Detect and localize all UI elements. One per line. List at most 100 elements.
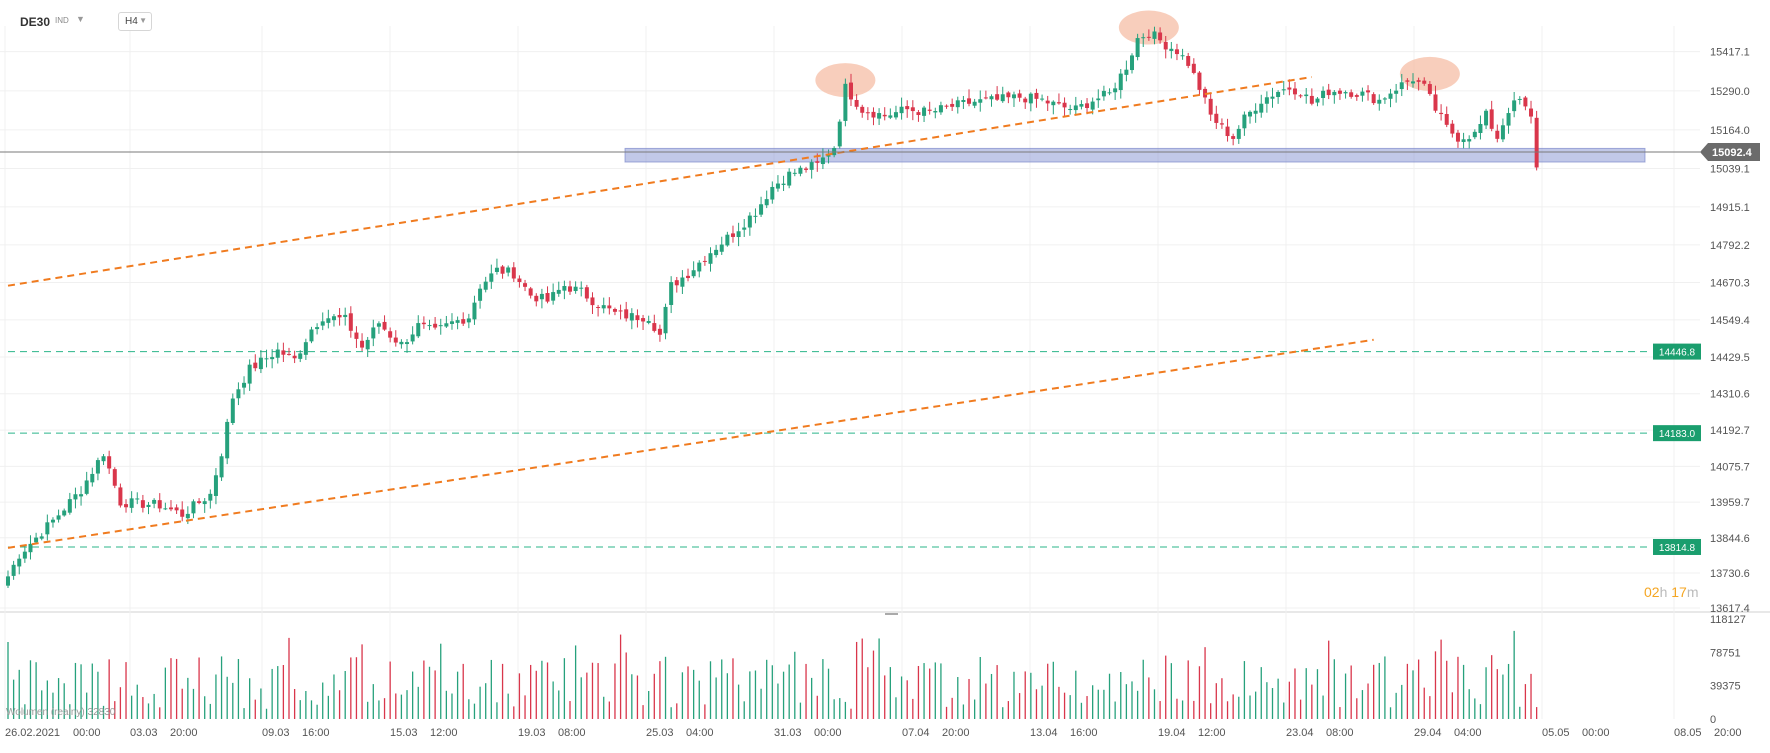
candle-body — [764, 199, 769, 206]
candle-body — [972, 101, 977, 106]
candle-body — [539, 293, 544, 300]
y-axis-volume: 118127 78751 39375 0 — [1710, 614, 1746, 726]
timeframe-label: H4 — [125, 16, 138, 27]
candle-body — [691, 270, 696, 277]
candle-body — [663, 306, 668, 334]
y-tick-label: 118127 — [1710, 614, 1746, 626]
candle-body — [601, 305, 606, 309]
y-tick-label: 13730.6 — [1710, 568, 1750, 580]
candle-body — [393, 337, 398, 343]
candle-body — [1366, 90, 1371, 93]
candle-body — [641, 318, 646, 322]
candle-body — [1506, 113, 1511, 126]
x-tick-label: 12:00 — [1198, 727, 1226, 739]
candle-body — [337, 314, 342, 318]
candle-body — [680, 277, 685, 287]
candle-body — [657, 328, 662, 335]
y-tick-label: 14915.1 — [1710, 202, 1750, 214]
candle-body — [50, 519, 55, 523]
candle-body — [820, 157, 825, 165]
candle-body — [899, 106, 904, 114]
candle-body — [573, 286, 578, 292]
candle-body — [983, 97, 988, 99]
y-tick-label: 39375 — [1710, 681, 1741, 693]
candle-body — [686, 275, 691, 279]
candle-body — [635, 315, 640, 321]
candle-body — [405, 342, 410, 345]
candle-body — [1337, 90, 1342, 94]
candle-body — [849, 82, 853, 100]
candle-body — [629, 313, 634, 321]
candle-body — [1191, 63, 1196, 73]
y-tick-label: 15164.0 — [1710, 125, 1750, 137]
candle-body — [101, 456, 106, 462]
candle-body — [961, 100, 966, 102]
y-tick-label: 15417.1 — [1710, 47, 1750, 59]
candle-body — [1472, 131, 1477, 138]
y-tick-label: 14192.7 — [1710, 425, 1750, 437]
countdown-hours: 02 — [1644, 584, 1660, 600]
candle-body — [1512, 100, 1517, 112]
x-tick-label: 25.03 — [646, 727, 674, 739]
y-tick-label: 13844.6 — [1710, 533, 1750, 545]
candle-body — [343, 314, 348, 318]
candle-body — [1135, 38, 1140, 58]
candle-body — [843, 83, 848, 121]
candle-body — [1101, 90, 1106, 97]
candle-body — [1006, 92, 1011, 98]
support-zone — [624, 147, 1646, 163]
highlight-circle — [1118, 10, 1179, 45]
candle-body — [1253, 110, 1258, 114]
y-tick-label: 14549.4 — [1710, 315, 1750, 327]
candle-body — [1090, 101, 1095, 110]
candle-body — [11, 564, 16, 576]
symbol-label[interactable]: DE30 — [20, 15, 51, 29]
candle-body — [1292, 88, 1297, 95]
candle-body — [511, 267, 516, 279]
x-tick-label: 16:00 — [1070, 727, 1098, 739]
candle-body — [1011, 94, 1016, 99]
candle-body — [1309, 95, 1314, 104]
candle-body — [197, 501, 202, 503]
candle-body — [938, 105, 943, 113]
candle-body — [1045, 100, 1050, 104]
candle-body — [1444, 114, 1449, 125]
candle-body — [461, 319, 466, 324]
candle-body — [1371, 94, 1376, 104]
x-tick-label: 12:00 — [430, 727, 458, 739]
countdown-hours-unit: h — [1659, 584, 1668, 600]
candle-body — [292, 355, 297, 359]
market-tag: IND — [55, 16, 69, 25]
candle-body — [596, 306, 601, 308]
candle-body — [500, 266, 505, 274]
timeframe-selector[interactable]: H4 ▼ — [118, 12, 152, 31]
candle-body — [669, 282, 674, 305]
candle-body — [1017, 93, 1022, 98]
candle-body — [865, 112, 870, 114]
candle-body — [995, 94, 1000, 100]
candle-body — [545, 293, 550, 302]
candle-body — [270, 357, 275, 360]
candle-body — [1343, 92, 1348, 94]
candle-body — [376, 323, 381, 327]
candle-body — [247, 364, 252, 384]
candle-body — [1450, 123, 1455, 134]
candle-body — [1427, 84, 1432, 94]
candle-body — [944, 105, 949, 107]
x-tick-label: 13.04 — [1030, 727, 1058, 739]
x-tick-label: 20:00 — [170, 727, 198, 739]
candle-body — [1062, 102, 1067, 108]
candle-body — [22, 551, 27, 559]
candle-body — [579, 287, 584, 289]
candle-body — [1315, 98, 1320, 103]
candle-body — [612, 308, 617, 312]
chevron-down-icon[interactable]: ▼ — [76, 14, 85, 24]
candle-body — [916, 112, 921, 116]
candle-body — [478, 288, 483, 301]
price-level-badge — [1653, 343, 1701, 360]
x-tick-label: 00:00 — [73, 727, 101, 739]
candle-body — [551, 292, 556, 301]
x-tick-label: 07.04 — [902, 727, 930, 739]
